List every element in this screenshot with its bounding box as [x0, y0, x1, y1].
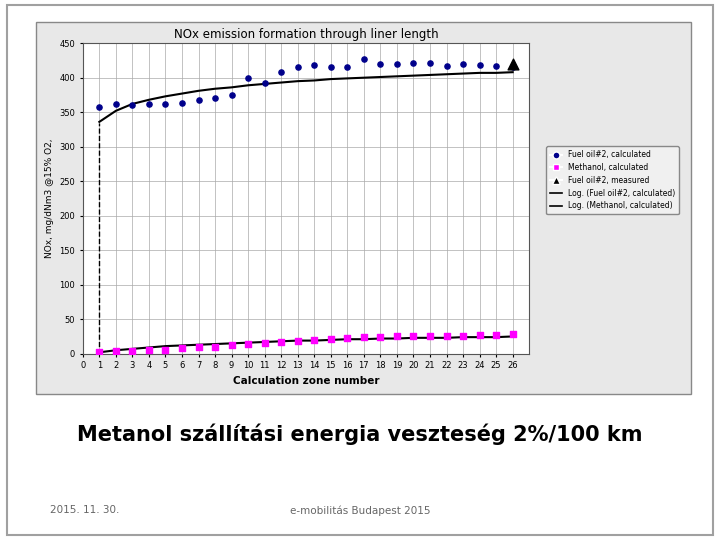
Point [408, 332, 419, 341]
Point [308, 335, 320, 344]
Point [193, 343, 204, 352]
Point [374, 59, 386, 68]
Point [424, 58, 436, 67]
Point [308, 60, 320, 69]
Point [341, 334, 353, 342]
Point [374, 333, 386, 341]
Legend: Fuel oil#2, calculated, Methanol, calculated, Fuel oil#2, measured, Log. (Fuel o: Fuel oil#2, calculated, Methanol, calcul… [546, 146, 679, 214]
Point [408, 58, 419, 67]
Point [226, 341, 238, 350]
Point [474, 330, 485, 340]
Point [110, 99, 122, 108]
Point [457, 332, 469, 340]
Text: e-mobilitás Budapest 2015: e-mobilitás Budapest 2015 [289, 505, 431, 516]
Point [441, 332, 452, 340]
Point [276, 68, 287, 77]
Point [490, 62, 502, 70]
Title: NOx emission formation through liner length: NOx emission formation through liner len… [174, 28, 438, 40]
Point [325, 63, 336, 72]
Point [457, 59, 469, 68]
X-axis label: Calculation zone number: Calculation zone number [233, 376, 379, 386]
Point [226, 91, 238, 99]
Point [507, 330, 518, 339]
Point [94, 348, 105, 356]
Point [276, 338, 287, 346]
Point [94, 103, 105, 111]
Point [325, 334, 336, 343]
Text: Metanol szállítási energia veszteség 2%/100 km: Metanol szállítási energia veszteség 2%/… [77, 424, 643, 446]
Point [358, 55, 369, 63]
Y-axis label: NOx, mg/dNm3 @15% O2,: NOx, mg/dNm3 @15% O2, [45, 139, 54, 258]
Point [143, 346, 155, 355]
Point [292, 336, 304, 345]
Point [176, 98, 188, 107]
Point [259, 339, 271, 347]
Point [243, 340, 254, 348]
Point [160, 345, 171, 354]
Point [441, 62, 452, 70]
Point [160, 99, 171, 108]
Point [391, 332, 402, 341]
Point [341, 63, 353, 72]
FancyBboxPatch shape [36, 22, 691, 394]
Point [259, 78, 271, 87]
Point [358, 333, 369, 341]
Point [424, 332, 436, 340]
Point [143, 99, 155, 108]
Point [507, 63, 518, 72]
Point [193, 96, 204, 105]
Point [210, 342, 221, 351]
Point [490, 330, 502, 340]
Text: 2015. 11. 30.: 2015. 11. 30. [50, 505, 120, 515]
Point [127, 347, 138, 355]
Point [176, 344, 188, 353]
Point [507, 59, 518, 68]
Point [127, 101, 138, 110]
Point [210, 93, 221, 102]
Point [110, 347, 122, 355]
Point [474, 61, 485, 70]
Point [391, 59, 402, 68]
Point [243, 74, 254, 83]
Point [292, 63, 304, 72]
